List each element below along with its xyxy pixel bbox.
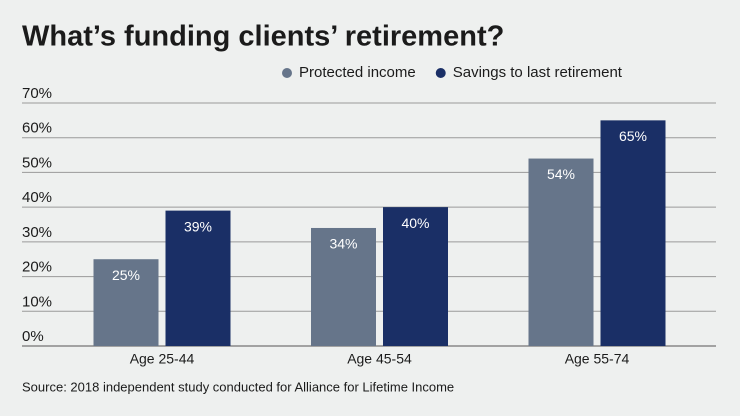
y-tick-label: 40% [22,189,52,206]
bar [383,207,448,346]
value-label: 25% [112,267,140,283]
legend-marker [435,68,446,78]
x-tick-label: Age 55-74 [565,351,630,367]
y-tick-label: 50% [22,154,52,171]
y-tick-label: 20% [22,259,52,276]
value-label: 65% [619,128,647,144]
y-tick-label: 70% [22,85,52,102]
y-tick-label: 0% [22,328,44,345]
chart-title: What’s funding clients’ retirement? [22,21,504,53]
x-tick-label: Age 45-54 [347,351,412,367]
y-tick-label: 60% [22,120,52,137]
value-label: 39% [184,218,212,234]
value-label: 54% [547,166,575,182]
source-note: Source: 2018 independent study conducted… [22,379,454,394]
legend-marker [282,68,292,78]
bar [528,158,594,346]
legend-label: Savings to last retirement [453,64,623,81]
y-tick-label: 10% [22,293,52,310]
bar [165,210,231,346]
value-label: 34% [329,236,357,252]
bar [311,227,376,346]
bar [600,120,666,346]
legend-label: Protected income [299,64,416,81]
bar [93,259,159,346]
y-tick-label: 30% [22,224,52,241]
value-label: 40% [401,215,429,231]
x-tick-label: Age 25-44 [130,351,195,367]
